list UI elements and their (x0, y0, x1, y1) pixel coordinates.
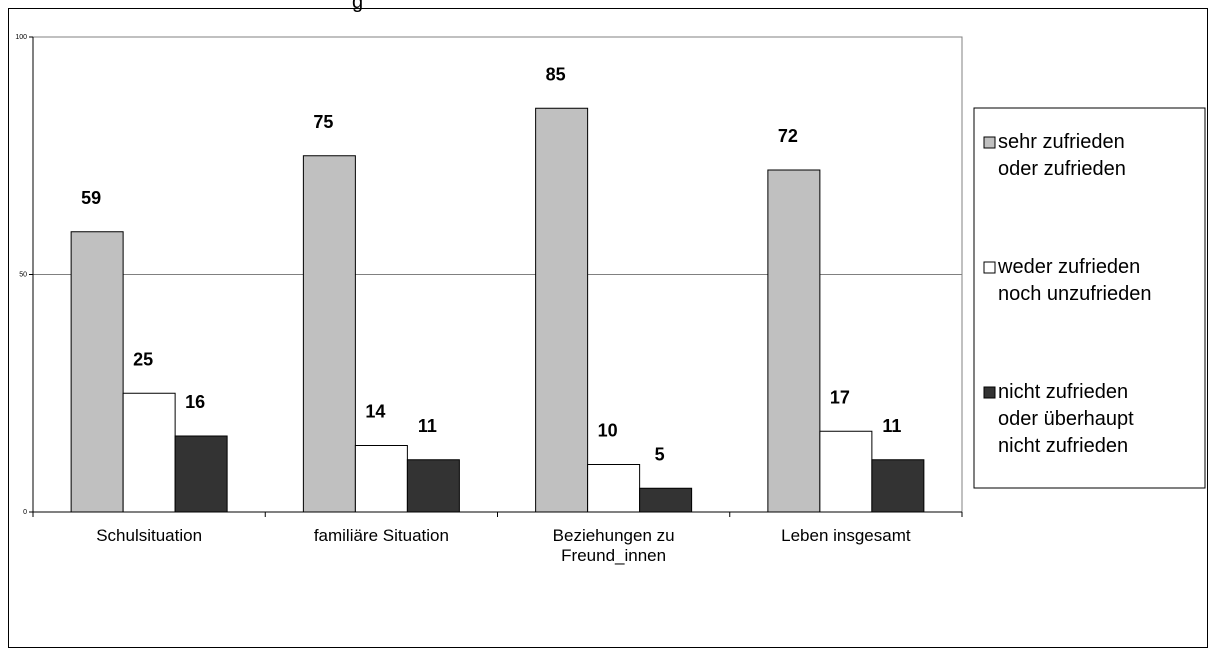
legend-label-2: nicht zufrieden oder überhaupt nicht zufri… (998, 381, 1134, 457)
data-label-3-1: 17 (830, 387, 850, 407)
data-label-1-1: 14 (365, 402, 385, 422)
bar-0-2 (174, 435, 228, 513)
bar-1-1 (354, 445, 408, 513)
x-tick-label-2: Beziehungen zu Freund_innen (553, 526, 675, 565)
bar-1-0 (302, 155, 356, 513)
legend-box (973, 107, 1206, 489)
bar-chart: g 0 50 100 59 25 16 Schulsituation 75 14 11 familiä… (15, 0, 1206, 565)
legend-swatch-1 (983, 261, 996, 274)
bar-1-2 (406, 459, 460, 513)
bar-0-1 (122, 392, 176, 513)
data-label-1-0: 75 (313, 112, 333, 132)
bar-3-2 (871, 459, 925, 513)
bar-2-0 (535, 107, 589, 513)
data-label-2-0: 85 (546, 64, 566, 84)
bar-2-1 (587, 464, 641, 513)
data-label-1-2: 11 (418, 416, 437, 436)
y-tick-label-50: 50 (19, 272, 27, 279)
data-label-2-2: 5 (655, 444, 665, 464)
x-tick-label-3: Leben insgesamt (781, 526, 911, 545)
y-tick-label-0: 0 (23, 509, 27, 516)
x-tick-label-1: familiäre Situation (314, 526, 449, 545)
legend-label-1: weder zufrieden noch unzufrieden (997, 256, 1151, 305)
data-label-3-0: 72 (778, 126, 798, 146)
data-label-0-2: 16 (185, 392, 205, 412)
data-label-2-1: 10 (598, 421, 618, 441)
bar-2-2 (639, 487, 693, 513)
data-label-0-1: 25 (133, 349, 153, 369)
data-label-3-2: 11 (882, 416, 901, 436)
legend-swatch-2 (983, 386, 996, 399)
bar-0-0 (70, 231, 124, 513)
data-label-0-0: 59 (81, 188, 101, 208)
y-tick-label-100: 100 (15, 34, 27, 41)
bar-3-0 (767, 169, 821, 513)
x-tick-label-0: Schulsituation (96, 526, 202, 545)
bar-3-1 (819, 430, 873, 513)
legend-label-0: sehr zufrieden oder zufrieden (998, 131, 1126, 180)
legend-swatch-0 (983, 136, 996, 149)
title-fragment: g (352, 0, 363, 13)
